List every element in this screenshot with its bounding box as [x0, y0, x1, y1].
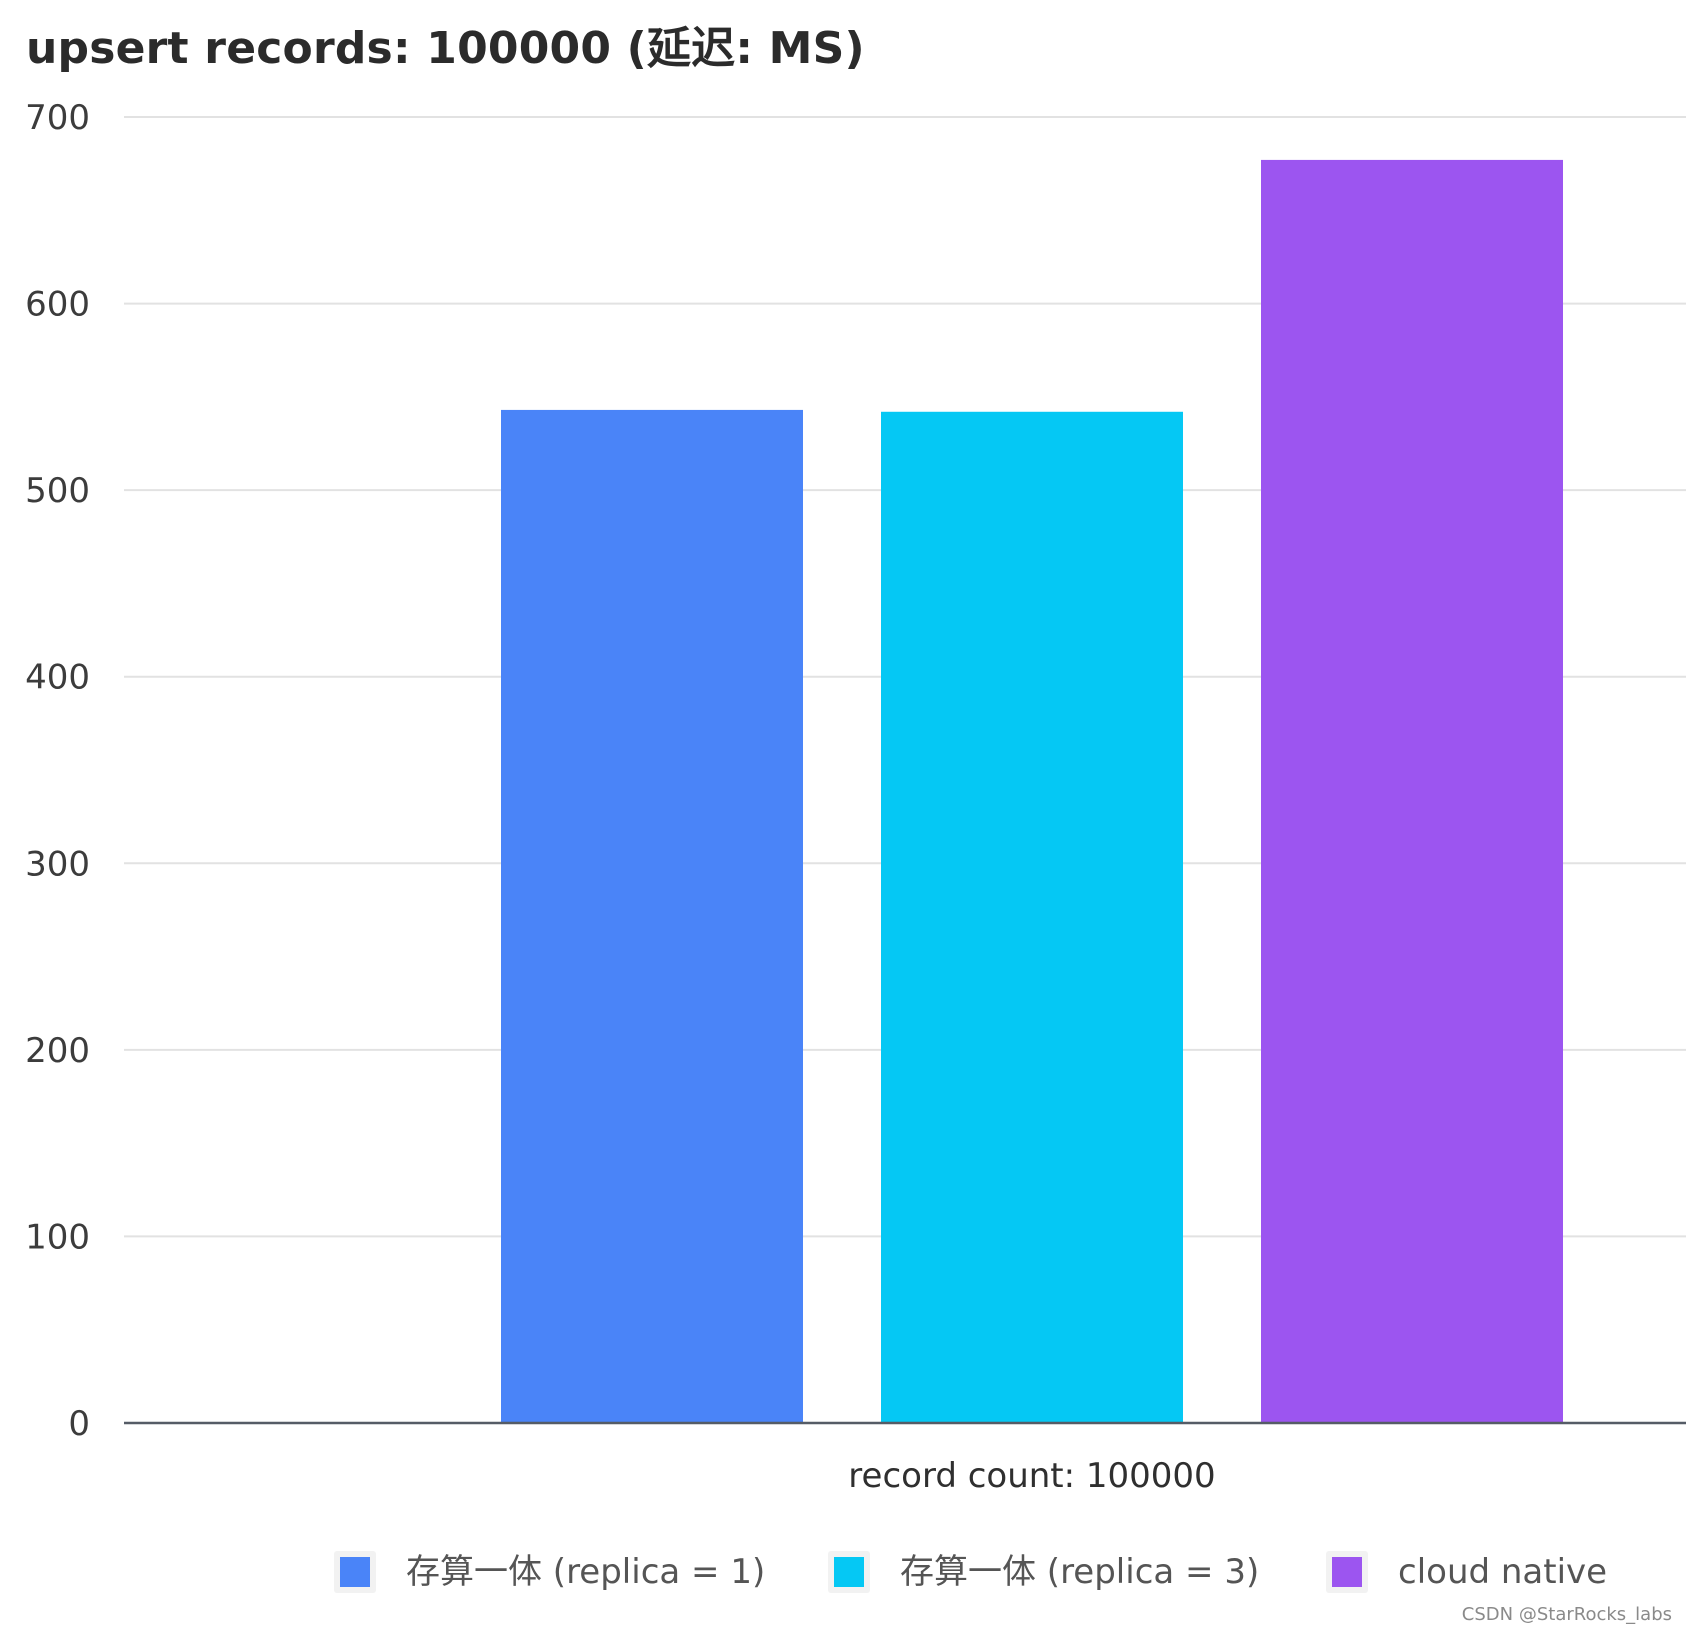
watermark-text: CSDN @StarRocks_labs [1462, 1604, 1672, 1625]
x-category-label: record count: 100000 [848, 1456, 1215, 1496]
y-tick-label: 0 [68, 1404, 90, 1444]
legend-swatch [340, 1557, 370, 1587]
bar-series-1 [501, 409, 803, 1424]
x-axis-category-labels: record count: 100000 [848, 1456, 1215, 1496]
bar-series-3 [1261, 159, 1563, 1424]
y-tick-label: 500 [25, 471, 90, 511]
y-tick-label: 700 [25, 98, 90, 138]
legend-label: 存算一体 (replica = 1) [406, 1552, 765, 1592]
legend-label: cloud native [1398, 1552, 1607, 1592]
legend: 存算一体 (replica = 1) 存算一体 (replica = 3) clou… [334, 1551, 1607, 1593]
y-axis-tick-labels: 0 100 200 300 400 500 600 700 [25, 98, 90, 1444]
y-tick-label: 200 [25, 1031, 90, 1071]
legend-swatch [1332, 1557, 1362, 1587]
bars [501, 159, 1563, 1424]
y-tick-label: 600 [25, 285, 90, 325]
legend-label: 存算一体 (replica = 3) [900, 1552, 1259, 1592]
y-tick-label: 100 [25, 1217, 90, 1257]
legend-swatch [834, 1557, 864, 1587]
legend-item[interactable]: 存算一体 (replica = 1) [334, 1551, 765, 1593]
chart-title: upsert records: 100000 (延迟: MS) [26, 23, 865, 74]
y-tick-label: 300 [25, 844, 90, 884]
legend-item[interactable]: 存算一体 (replica = 3) [828, 1551, 1259, 1593]
bar-series-2 [881, 411, 1183, 1424]
legend-item[interactable]: cloud native [1326, 1551, 1607, 1593]
y-tick-label: 400 [25, 658, 90, 698]
